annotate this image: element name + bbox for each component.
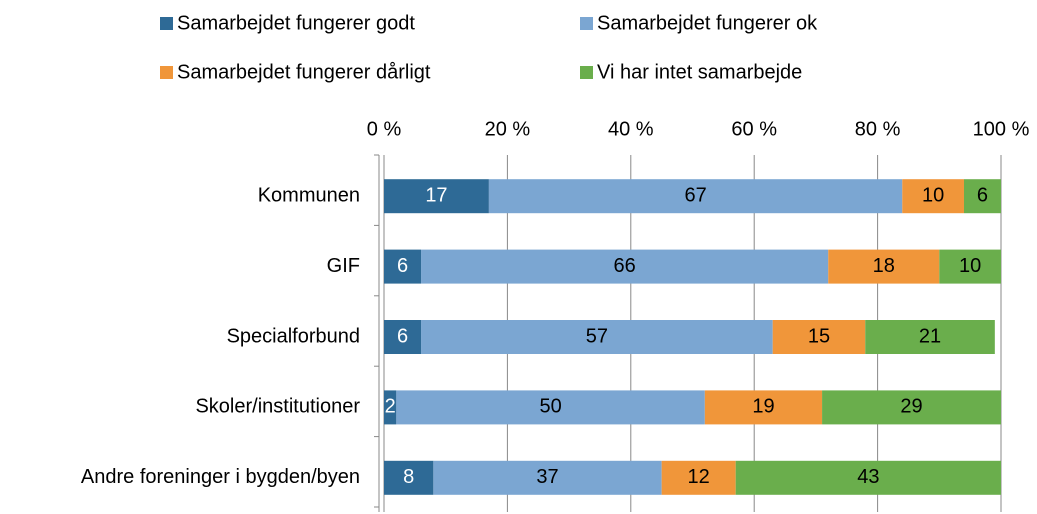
bar-segment [822, 390, 1001, 425]
bar-segment [902, 179, 964, 214]
legend-label: Samarbejdet fungerer ok [597, 12, 818, 34]
data-label: 17 [425, 184, 447, 206]
legend-swatch [580, 66, 593, 79]
data-label: 6 [397, 325, 408, 347]
bar-segment [735, 460, 1001, 495]
data-label: 6 [397, 255, 408, 277]
bar-segment [865, 320, 995, 354]
data-label: 18 [873, 255, 895, 277]
data-label: 10 [922, 184, 944, 206]
legend-swatch [580, 17, 593, 30]
data-label: 12 [688, 466, 710, 488]
x-tick-label: 80 % [855, 118, 901, 140]
data-label: 19 [752, 396, 774, 418]
data-label: 50 [539, 396, 561, 418]
bar-segment [939, 249, 1001, 284]
x-tick-label: 20 % [485, 118, 531, 140]
data-label: 29 [900, 396, 922, 418]
x-tick-label: 100 % [973, 118, 1030, 140]
bar-segment [384, 249, 422, 284]
data-label: 67 [684, 184, 706, 206]
bar-segment [421, 320, 773, 354]
bar-segment [661, 460, 736, 495]
y-tick-label: Kommunen [258, 184, 360, 206]
bar-segment [384, 320, 422, 354]
bar-segment [704, 390, 823, 425]
data-label: 15 [808, 325, 830, 347]
data-label: 43 [857, 466, 879, 488]
legend-label: Samarbejdet fungerer godt [177, 12, 415, 34]
bar-segment [828, 249, 940, 284]
data-label: 6 [977, 184, 988, 206]
bar-segment [396, 390, 705, 425]
legend-swatch [160, 17, 173, 30]
y-tick-label: Specialforbund [227, 325, 360, 347]
y-tick-label: Skoler/institutioner [195, 396, 360, 418]
data-label: 8 [403, 466, 414, 488]
data-label: 57 [586, 325, 608, 347]
legend-label: Samarbejdet fungerer dårligt [177, 61, 431, 83]
data-label: 10 [959, 255, 981, 277]
y-tick-label: Andre foreninger i bygden/byen [81, 466, 360, 488]
x-tick-label: 0 % [367, 118, 402, 140]
y-tick-label: GIF [327, 255, 360, 277]
bar-segment [772, 320, 866, 354]
legend-swatch [160, 66, 173, 79]
data-label: 66 [614, 255, 636, 277]
bar-segment [433, 460, 662, 495]
x-tick-label: 60 % [731, 118, 777, 140]
bar-segment [421, 249, 829, 284]
data-label: 21 [919, 325, 941, 347]
data-label: 2 [385, 396, 396, 418]
bar-segment [963, 179, 1001, 214]
legend-label: Vi har intet samarbejde [597, 61, 802, 83]
bar-segment [384, 460, 434, 495]
bar-segment [384, 390, 397, 425]
x-tick-label: 40 % [608, 118, 654, 140]
data-label: 37 [536, 466, 558, 488]
bar-segment [384, 179, 489, 214]
bar-segment [488, 179, 903, 214]
